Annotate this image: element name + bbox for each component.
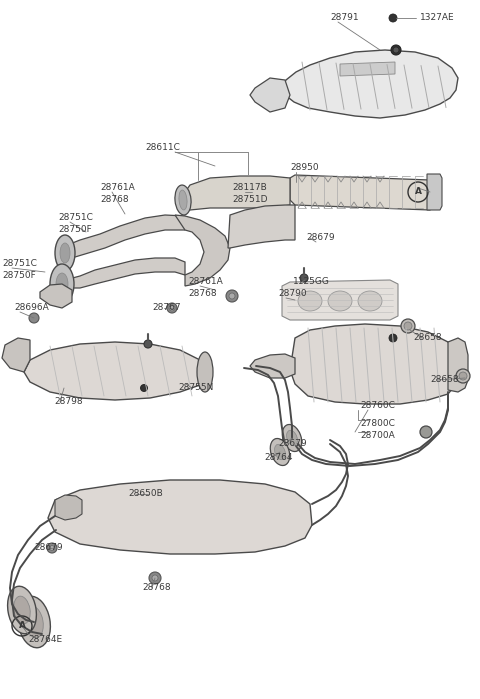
- Polygon shape: [282, 280, 398, 320]
- Text: 28768: 28768: [100, 196, 129, 205]
- Polygon shape: [183, 176, 290, 210]
- Text: 28696A: 28696A: [14, 303, 49, 312]
- Text: 28679: 28679: [278, 440, 307, 449]
- Text: 28750F: 28750F: [2, 271, 36, 280]
- Text: 28760C: 28760C: [360, 401, 395, 410]
- Polygon shape: [280, 50, 458, 118]
- Ellipse shape: [24, 606, 43, 637]
- Ellipse shape: [275, 445, 286, 460]
- Polygon shape: [24, 342, 205, 400]
- Circle shape: [47, 543, 57, 553]
- Circle shape: [29, 313, 39, 323]
- Ellipse shape: [270, 438, 290, 466]
- Text: 28764: 28764: [264, 454, 292, 463]
- Polygon shape: [427, 174, 442, 210]
- Text: 28700A: 28700A: [360, 431, 395, 440]
- Ellipse shape: [50, 264, 74, 304]
- Ellipse shape: [298, 291, 322, 311]
- Text: 28791: 28791: [330, 13, 359, 22]
- Circle shape: [420, 426, 432, 438]
- Ellipse shape: [282, 424, 302, 452]
- Polygon shape: [228, 205, 295, 248]
- Circle shape: [404, 322, 412, 330]
- Text: 28658: 28658: [430, 375, 458, 384]
- Circle shape: [167, 303, 177, 313]
- Circle shape: [152, 575, 158, 581]
- Text: 28768: 28768: [142, 584, 170, 593]
- Circle shape: [169, 305, 175, 311]
- Ellipse shape: [328, 291, 352, 311]
- Text: 28751C: 28751C: [58, 213, 93, 222]
- Ellipse shape: [175, 185, 191, 215]
- Ellipse shape: [358, 291, 382, 311]
- Text: 1125GG: 1125GG: [293, 278, 330, 287]
- Circle shape: [49, 545, 55, 551]
- Circle shape: [144, 340, 152, 348]
- Text: 28764E: 28764E: [28, 635, 62, 644]
- Text: 28798: 28798: [54, 398, 83, 407]
- Circle shape: [300, 274, 308, 282]
- Circle shape: [149, 572, 161, 584]
- Text: A: A: [415, 187, 421, 196]
- Text: 28767: 28767: [152, 303, 180, 312]
- Ellipse shape: [18, 596, 50, 648]
- Ellipse shape: [179, 190, 187, 210]
- Text: 28679: 28679: [34, 544, 62, 552]
- Ellipse shape: [55, 235, 75, 271]
- Text: 28790: 28790: [278, 289, 307, 298]
- Ellipse shape: [60, 243, 70, 263]
- Circle shape: [393, 47, 399, 53]
- Text: 28751C: 28751C: [2, 259, 37, 268]
- Polygon shape: [250, 78, 290, 112]
- Circle shape: [141, 384, 147, 391]
- Text: 28658: 28658: [413, 333, 442, 343]
- Ellipse shape: [14, 596, 30, 624]
- Text: 28751D: 28751D: [232, 196, 267, 205]
- Polygon shape: [175, 215, 230, 286]
- Circle shape: [401, 319, 415, 333]
- Circle shape: [456, 369, 470, 383]
- Text: 1327AE: 1327AE: [420, 13, 455, 22]
- Circle shape: [391, 45, 401, 55]
- Circle shape: [226, 290, 238, 302]
- Circle shape: [389, 14, 397, 22]
- Text: 28761A: 28761A: [188, 278, 223, 287]
- Text: 28117B: 28117B: [232, 184, 267, 192]
- Text: 28679: 28679: [306, 233, 335, 243]
- Text: 28761A: 28761A: [100, 184, 135, 192]
- Polygon shape: [290, 175, 435, 210]
- Polygon shape: [250, 354, 295, 378]
- Polygon shape: [2, 338, 30, 372]
- Ellipse shape: [56, 273, 68, 295]
- Text: 28950: 28950: [290, 164, 319, 173]
- Ellipse shape: [287, 431, 298, 446]
- Polygon shape: [65, 215, 185, 260]
- Circle shape: [229, 293, 235, 299]
- Polygon shape: [48, 480, 312, 554]
- Text: 27800C: 27800C: [360, 419, 395, 428]
- Polygon shape: [290, 324, 458, 404]
- Text: 28750F: 28750F: [58, 226, 92, 234]
- Text: 28768: 28768: [188, 289, 216, 298]
- Text: 28611C: 28611C: [145, 143, 180, 152]
- Ellipse shape: [197, 352, 213, 392]
- Polygon shape: [448, 338, 468, 392]
- Text: 28755N: 28755N: [178, 384, 214, 393]
- Circle shape: [459, 372, 467, 380]
- Circle shape: [389, 334, 397, 342]
- Polygon shape: [55, 495, 82, 520]
- Polygon shape: [40, 284, 72, 308]
- Text: A: A: [19, 621, 25, 630]
- Polygon shape: [65, 258, 185, 288]
- Polygon shape: [340, 62, 395, 76]
- Text: 28650B: 28650B: [128, 489, 163, 498]
- Ellipse shape: [8, 586, 36, 634]
